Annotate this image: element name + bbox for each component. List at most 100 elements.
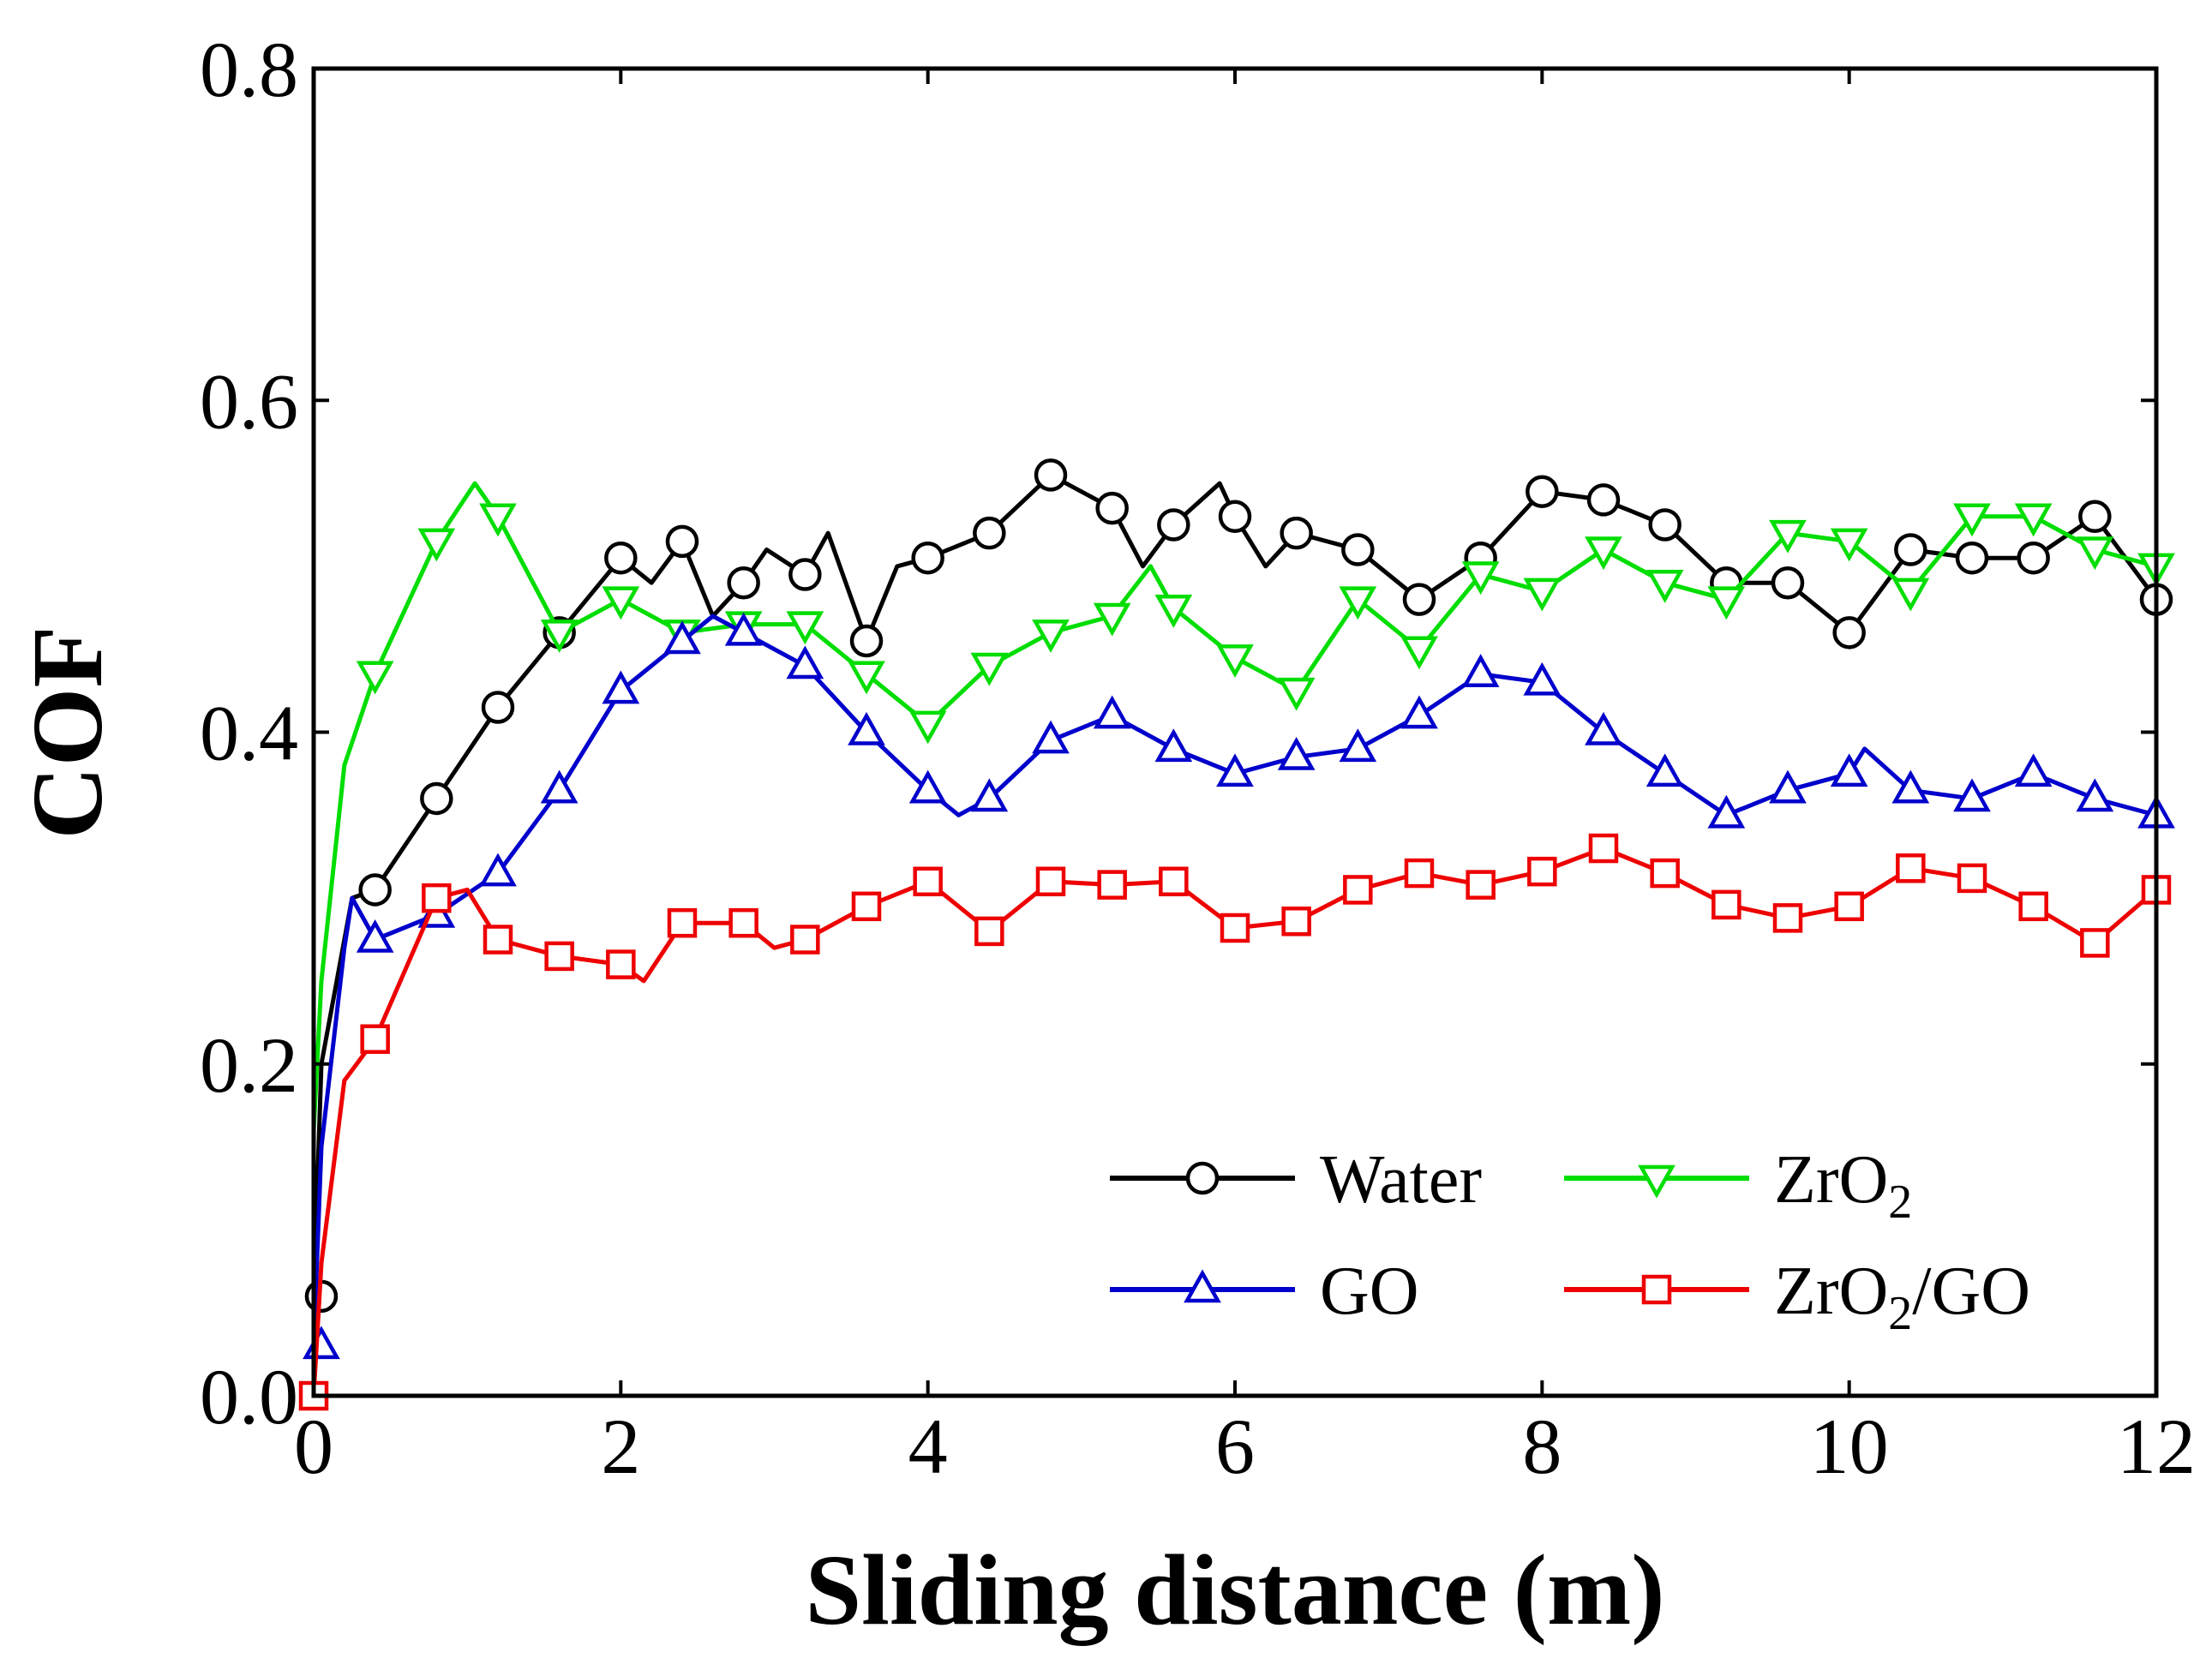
data-point-water: [1526, 475, 1559, 508]
data-point-zro2-go: [1772, 903, 1803, 933]
data-point-go: [1891, 769, 1930, 804]
data-point-zro2-go: [483, 925, 513, 955]
data-point-zro2-go: [2080, 928, 2110, 958]
data-point-water: [1402, 583, 1436, 616]
data-point-zro2-go: [790, 925, 820, 955]
data-point-go: [1769, 769, 1807, 804]
data-point-zro2-go: [913, 866, 943, 897]
legend-subscript: 2: [1888, 1176, 1912, 1229]
data-point-zro2-go: [1035, 866, 1066, 897]
data-point-zro2-go: [728, 907, 758, 938]
data-point-zro2: [848, 661, 885, 695]
data-point-zro2: [1646, 569, 1684, 603]
data-point-zro2: [417, 528, 456, 562]
data-point-go: [786, 645, 824, 679]
legend-item-zro2-go: ZrO2/GO: [1564, 1254, 2030, 1340]
data-point-zro2-go: [606, 949, 636, 979]
data-point-zro2-go: [1650, 858, 1680, 889]
data-point-water: [849, 624, 884, 658]
data-point-zro2-go: [2018, 891, 2048, 922]
data-point-go: [1461, 654, 1500, 687]
x-axis-title: Sliding distance (m): [805, 1534, 1664, 1646]
data-point-zro2: [1277, 677, 1316, 711]
data-point-zro2-go: [1711, 889, 1741, 920]
x-tick-label: 10: [1810, 1403, 1889, 1490]
data-point-go: [1585, 711, 1622, 745]
data-point-zro2-go: [1220, 913, 1250, 943]
data-point-water: [1157, 508, 1190, 542]
data-point-zro2: [1769, 519, 1807, 554]
data-point-zro2-go: [1527, 856, 1557, 887]
data-point-go: [1277, 736, 1316, 770]
data-point-zro2: [1953, 503, 1991, 537]
data-point-go: [908, 769, 947, 804]
data-point-water: [358, 873, 392, 907]
x-tick-label: 6: [1215, 1403, 1255, 1490]
data-point-zro2: [1585, 536, 1622, 571]
data-point-zro2: [356, 661, 394, 695]
data-point-zro2: [1707, 586, 1746, 620]
data-point-zro2: [1216, 644, 1254, 678]
axes: 0 2 4 6 8 10 12 0.0 0.2 0.4 0.6 0.8: [200, 26, 2196, 1490]
data-point-water: [1280, 516, 1313, 550]
data-point-zro2-go: [1896, 853, 1926, 883]
data-point-water: [1341, 533, 1375, 566]
y-tick-label: 0.4: [200, 690, 298, 777]
data-point-zro2-go: [667, 907, 698, 938]
data-point-zro2: [2076, 536, 2114, 571]
data-point-water: [420, 781, 453, 816]
data-point-go: [2014, 753, 2053, 787]
data-point-zro2-go: [1466, 870, 1496, 900]
legend-marker: [1641, 1274, 1672, 1305]
data-point-go: [540, 769, 578, 804]
x-tick-label: 0: [294, 1403, 333, 1490]
legend-item-go: GO: [1110, 1254, 1419, 1329]
data-point-water: [2017, 541, 2050, 575]
data-point-zro2: [1523, 578, 1562, 612]
series-zro2: [311, 481, 2175, 1131]
data-point-zro2: [1093, 602, 1131, 637]
data-point-zro2: [1461, 561, 1500, 596]
data-point-go: [1707, 794, 1746, 829]
data-point-water: [973, 516, 1006, 550]
plot-area: [298, 458, 2175, 1411]
data-point-water: [1586, 483, 1621, 517]
legend-suffix: /GO: [1912, 1254, 2030, 1329]
legend-subscript: 2: [1888, 1287, 1912, 1340]
data-point-zro2: [2014, 503, 2053, 537]
data-point-zro2-go: [360, 1024, 390, 1054]
data-point-go: [1953, 778, 1991, 812]
data-point-go: [1032, 720, 1070, 754]
data-point-go: [848, 711, 885, 745]
x-tick-label: 12: [2117, 1403, 2196, 1490]
data-point-zro2: [479, 503, 517, 537]
data-point-go: [1339, 728, 1377, 763]
data-point-zro2: [1032, 620, 1070, 653]
legend-marker: [1638, 1164, 1675, 1199]
legend-item-water: Water: [1110, 1142, 1482, 1218]
data-point-go: [1830, 753, 1868, 787]
legend-marker: [1184, 1269, 1221, 1303]
x-tick-label: 4: [908, 1403, 948, 1490]
data-point-water: [604, 541, 638, 575]
data-point-water: [1095, 491, 1129, 525]
data-point-zro2: [1154, 595, 1193, 628]
data-point-zro2-go: [1343, 875, 1373, 905]
data-point-go: [2076, 778, 2114, 812]
data-point-water: [1832, 616, 1866, 649]
data-point-zro2-go: [1159, 866, 1189, 897]
data-point-water: [1771, 566, 1805, 600]
x-tick-label: 8: [1522, 1403, 1562, 1490]
data-point-zro2-go: [1404, 858, 1435, 889]
data-point-go: [1216, 753, 1254, 787]
data-point-zro2: [786, 611, 824, 645]
data-point-zro2: [1891, 578, 1930, 612]
data-point-zro2: [1830, 528, 1868, 562]
data-point-water: [1648, 508, 1681, 542]
data-point-zro2-go: [544, 941, 574, 972]
data-point-go: [1646, 753, 1684, 787]
data-point-go: [602, 670, 640, 704]
